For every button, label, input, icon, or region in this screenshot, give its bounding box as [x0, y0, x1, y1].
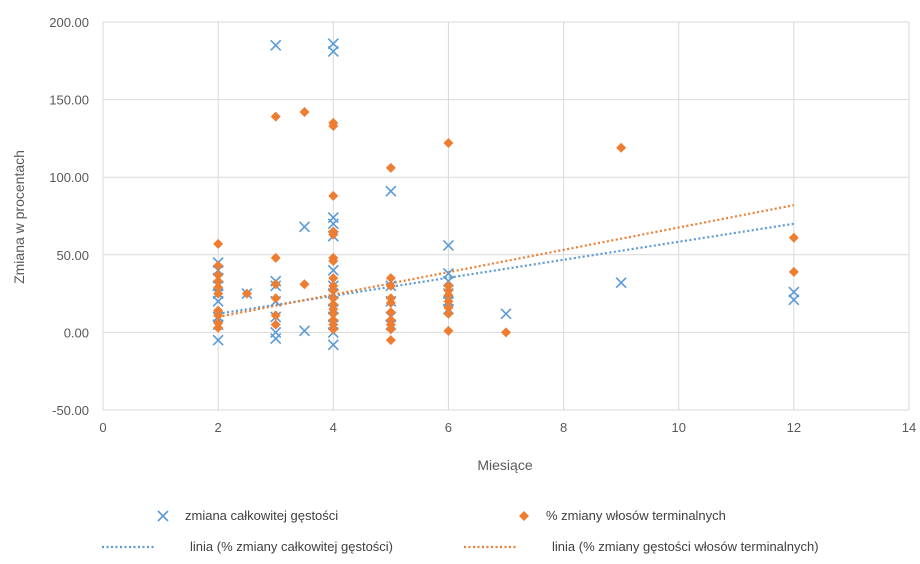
data-point-total-density [298, 325, 311, 337]
data-point-terminal-hair [385, 280, 396, 291]
data-point-terminal-hair [241, 288, 252, 299]
data-point-total-density [327, 218, 339, 230]
x-tick-label: 10 [671, 420, 685, 435]
data-point-total-density [442, 239, 454, 252]
x-tick-label: 4 [330, 420, 337, 435]
data-point-terminal-hair [270, 279, 281, 290]
data-point-terminal-hair [270, 111, 281, 122]
trendline [217, 222, 795, 315]
data-point-terminal-hair [328, 229, 339, 240]
data-point-terminal-hair [328, 324, 339, 335]
legend-item-trend-total: linia (% zmiany całkowitej gęstości) [102, 539, 393, 554]
y-tick-label: 200.00 [49, 15, 89, 30]
trendlines [217, 204, 795, 318]
data-point-terminal-hair [501, 327, 511, 338]
legend-marker-x-icon [157, 510, 169, 522]
legend-marker-diamond-icon [519, 511, 529, 521]
data-point-total-density [500, 308, 512, 320]
data-point-terminal-hair [328, 293, 339, 304]
data-point-terminal-hair [328, 256, 339, 267]
x-tick-label: 14 [902, 420, 916, 435]
legend-item-total-density: zmiana całkowitej gęstości [157, 508, 338, 523]
y-tick-label: -50.00 [52, 403, 89, 418]
x-tick-label: 0 [99, 420, 106, 435]
data-point-terminal-hair [270, 252, 281, 263]
data-point-terminal-hair [385, 324, 396, 335]
data-point-total-density [385, 185, 397, 197]
data-point-terminal-hair [443, 138, 454, 149]
data-point-total-density [298, 221, 311, 233]
data-point-terminal-hair [443, 308, 454, 319]
data-point-terminal-hair [443, 302, 454, 313]
y-axis-title: Zmiana w procentach [11, 150, 27, 284]
grid-lines [102, 21, 910, 411]
data-point-terminal-hair [299, 279, 310, 290]
data-point-terminal-hair [616, 142, 627, 153]
data-point-terminal-hair [213, 260, 224, 271]
data-point-terminal-hair [385, 297, 396, 308]
data-point-terminal-hair [299, 107, 310, 118]
legend-label: % zmiany włosów terminalnych [546, 508, 726, 523]
legend-label: linia (% zmiany całkowitej gęstości) [190, 539, 393, 554]
x-tick-label: 2 [215, 420, 222, 435]
data-point-terminal-hair [385, 273, 396, 284]
legend: zmiana całkowitej gęstości % zmiany włosó… [102, 508, 819, 554]
x-tick-label: 8 [560, 420, 567, 435]
x-tick-label: 12 [787, 420, 801, 435]
data-point-total-density [212, 295, 224, 307]
y-tick-label: 100.00 [49, 170, 89, 185]
x-tick-label: 6 [445, 420, 452, 435]
data-point-terminal-hair [213, 288, 224, 299]
data-point-terminal-hair [788, 266, 799, 277]
legend-item-trend-terminal: linia (% zmiany gęstości włosów terminal… [464, 539, 819, 554]
data-point-total-density [270, 326, 282, 338]
data-point-terminal-hair [328, 308, 339, 319]
data-point-terminal-hair [270, 293, 281, 304]
data-point-total-density [327, 339, 339, 351]
data-point-terminal-hair [443, 325, 454, 336]
data-point-terminal-hair [328, 120, 339, 131]
data-point-terminal-hair [213, 238, 224, 249]
legend-item-terminal-hair: % zmiany włosów terminalnych [519, 508, 726, 523]
legend-label: linia (% zmiany gęstości włosów terminal… [552, 539, 819, 554]
data-point-total-density [615, 277, 627, 289]
data-point-terminal-hair [213, 322, 224, 333]
trendline [217, 204, 795, 318]
data-point-terminal-hair [270, 310, 281, 321]
data-point-terminal-hair [213, 310, 224, 321]
data-point-total-density [327, 45, 339, 58]
data-point-terminal-hair [270, 319, 281, 330]
y-tick-label: 0.00 [64, 325, 89, 340]
data-point-terminal-hair [328, 285, 339, 296]
data-point-terminal-hair [385, 307, 396, 318]
data-points [212, 38, 800, 351]
y-tick-label: 50.00 [56, 248, 89, 263]
y-tick-label: 150.00 [49, 93, 89, 108]
tick-labels: 0 2 4 6 8 10 12 14 -50.00 0.00 50.00 100.00 150.00 20… [49, 15, 916, 435]
data-point-terminal-hair [328, 190, 339, 201]
data-point-total-density [788, 294, 800, 306]
data-point-terminal-hair [213, 269, 224, 280]
data-point-terminal-hair [788, 232, 799, 243]
data-point-terminal-hair [443, 296, 454, 307]
legend-label: zmiana całkowitej gęstości [185, 508, 338, 523]
data-point-total-density [212, 334, 224, 346]
data-point-terminal-hair [385, 335, 396, 346]
data-point-terminal-hair [213, 282, 224, 293]
data-point-terminal-hair [328, 273, 339, 284]
data-point-terminal-hair [213, 276, 224, 287]
data-point-terminal-hair [385, 162, 396, 173]
data-point-total-density [270, 39, 282, 51]
data-point-terminal-hair [443, 290, 454, 301]
x-axis-title: Miesiące [477, 457, 532, 473]
data-point-total-density [327, 264, 339, 276]
